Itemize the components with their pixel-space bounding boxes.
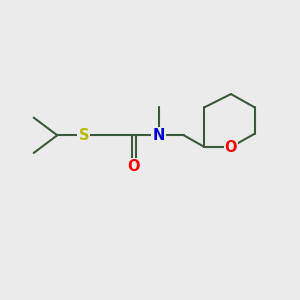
Text: S: S [79,128,89,143]
Text: O: O [128,159,140,174]
Text: N: N [153,128,165,143]
Text: O: O [225,140,237,154]
